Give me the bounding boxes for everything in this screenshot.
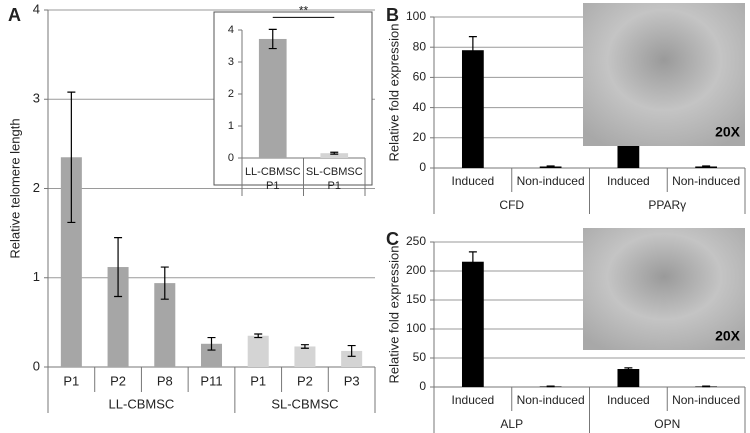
error-bar xyxy=(468,251,477,273)
y-tick-label: 200 xyxy=(406,263,426,277)
micrograph xyxy=(583,3,745,146)
magnification-label: 20X xyxy=(715,328,741,344)
error-bar xyxy=(300,344,309,349)
y-tick-label: 0 xyxy=(33,358,40,373)
y-tick-label: 100 xyxy=(406,321,426,335)
y-tick-label: 0 xyxy=(419,379,426,393)
x-tick-label: Non-induced xyxy=(517,393,585,407)
error-bar xyxy=(546,165,555,168)
x-tick-label: Induced xyxy=(607,174,650,188)
error-bar xyxy=(468,36,477,65)
error-bar xyxy=(546,385,555,388)
y-tick-label: 50 xyxy=(413,350,427,364)
bar xyxy=(341,350,363,367)
y-tick-label: 4 xyxy=(33,1,40,16)
error-bar xyxy=(624,367,633,371)
x-tick-label: LL-CBMSC xyxy=(245,166,301,178)
y-tick-label: 20 xyxy=(413,130,427,144)
error-bar xyxy=(207,336,216,351)
x-tick-label: P1 xyxy=(250,373,266,388)
bar xyxy=(294,346,316,367)
error-bar xyxy=(347,344,356,357)
group-label: CFD xyxy=(499,198,524,212)
bar xyxy=(60,157,82,367)
error-bar xyxy=(702,165,711,168)
bar xyxy=(617,369,640,387)
inset-box xyxy=(213,11,373,186)
x-tick-label: Induced xyxy=(452,393,495,407)
y-tick-label: 3 xyxy=(33,91,40,106)
y-tick-label: 4 xyxy=(228,24,234,36)
y-tick-label: 0 xyxy=(419,160,426,174)
y-tick-label: 2 xyxy=(33,180,40,195)
micrograph xyxy=(583,228,745,350)
bar xyxy=(247,335,269,367)
x-tick-label: P8 xyxy=(157,373,173,388)
bar xyxy=(154,283,176,367)
y-tick-label: 1 xyxy=(33,269,40,284)
x-tick-label: P1 xyxy=(63,373,79,388)
panel-label: C xyxy=(386,229,399,249)
x-tick-label: P1 xyxy=(266,180,279,192)
group-label: OPN xyxy=(654,417,680,431)
y-axis-title: Relative telomere length xyxy=(7,118,22,258)
bar xyxy=(107,267,129,367)
error-bar xyxy=(702,385,711,388)
y-tick-label: 3 xyxy=(228,56,234,68)
bar xyxy=(258,38,287,158)
error-bar xyxy=(254,333,263,339)
panel-label: B xyxy=(386,5,399,25)
bar xyxy=(320,153,349,158)
x-tick-label: P2 xyxy=(297,373,313,388)
bar xyxy=(461,50,484,168)
x-tick-label: P2 xyxy=(110,373,126,388)
group-label: SL-CBMSC xyxy=(271,396,338,411)
panel-label: A xyxy=(8,5,21,25)
y-tick-label: 40 xyxy=(413,100,427,114)
x-tick-label: Non-induced xyxy=(517,174,585,188)
x-tick-label: P1 xyxy=(328,180,341,192)
y-tick-label: 250 xyxy=(406,234,426,248)
y-tick-label: 60 xyxy=(413,70,427,84)
y-axis-title: Relative fold expression xyxy=(386,23,401,161)
group-label: ALP xyxy=(500,417,523,431)
y-tick-label: 0 xyxy=(228,152,234,164)
y-tick-label: 150 xyxy=(406,292,426,306)
significance-label: ** xyxy=(299,4,309,18)
x-tick-label: Induced xyxy=(452,174,495,188)
x-tick-label: Induced xyxy=(607,393,650,407)
bar xyxy=(200,343,223,367)
x-tick-label: SL-CBMSC xyxy=(306,166,363,178)
error-bar xyxy=(160,266,169,300)
group-label: LL-CBMSC xyxy=(109,396,175,411)
y-tick-label: 80 xyxy=(413,39,427,53)
y-tick-label: 2 xyxy=(228,88,234,100)
x-tick-label: P3 xyxy=(344,373,360,388)
error-bar xyxy=(67,91,76,224)
y-tick-label: 1 xyxy=(228,120,234,132)
x-tick-label: Non-induced xyxy=(672,393,740,407)
error-bar xyxy=(114,236,123,298)
x-tick-label: P11 xyxy=(200,373,222,388)
error-bar xyxy=(268,28,277,50)
y-axis-title: Relative fold expression xyxy=(386,245,401,383)
error-bar xyxy=(330,151,339,155)
group-label: PPARγ xyxy=(648,198,686,212)
y-tick-label: 100 xyxy=(406,9,426,23)
bar xyxy=(461,261,484,387)
x-tick-label: Non-induced xyxy=(672,174,740,188)
magnification-label: 20X xyxy=(715,124,741,140)
